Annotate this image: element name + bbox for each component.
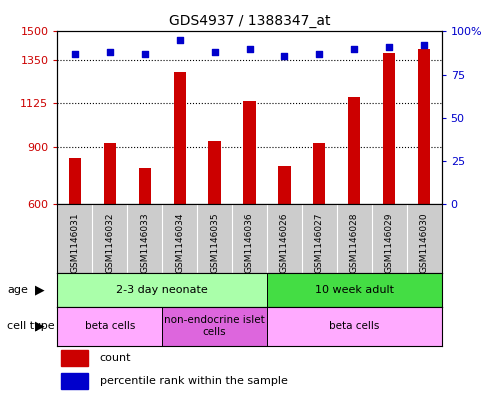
Text: GSM1146030: GSM1146030 xyxy=(420,213,429,273)
Point xyxy=(280,53,288,59)
Text: GSM1146034: GSM1146034 xyxy=(175,213,184,273)
Text: GSM1146035: GSM1146035 xyxy=(210,213,219,273)
Text: GSM1146036: GSM1146036 xyxy=(245,213,254,273)
Text: GSM1146031: GSM1146031 xyxy=(70,213,79,273)
Point xyxy=(71,51,79,57)
Text: non-endocrine islet
cells: non-endocrine islet cells xyxy=(164,316,265,337)
Text: 2-3 day neonate: 2-3 day neonate xyxy=(116,285,208,295)
Bar xyxy=(313,143,325,204)
Point xyxy=(246,46,253,52)
Bar xyxy=(383,53,395,204)
Point xyxy=(385,44,393,50)
Point xyxy=(176,37,184,43)
Point xyxy=(350,46,358,52)
Text: GSM1146033: GSM1146033 xyxy=(140,213,149,273)
Text: beta cells: beta cells xyxy=(85,321,135,331)
Bar xyxy=(209,141,221,204)
Bar xyxy=(244,101,255,204)
Bar xyxy=(267,307,442,346)
Text: GSM1146032: GSM1146032 xyxy=(105,213,114,273)
Text: GSM1146029: GSM1146029 xyxy=(385,213,394,273)
Bar xyxy=(267,273,442,307)
Point xyxy=(315,51,323,57)
Bar xyxy=(278,166,290,204)
Text: cell type: cell type xyxy=(7,321,55,331)
Text: GSM1146027: GSM1146027 xyxy=(315,213,324,273)
Point xyxy=(420,42,428,48)
Text: count: count xyxy=(100,353,131,364)
Bar xyxy=(61,351,88,366)
Bar xyxy=(139,168,151,204)
Text: GSM1146028: GSM1146028 xyxy=(350,213,359,273)
Point xyxy=(141,51,149,57)
Text: beta cells: beta cells xyxy=(329,321,379,331)
Title: GDS4937 / 1388347_at: GDS4937 / 1388347_at xyxy=(169,14,330,28)
Text: ▶: ▶ xyxy=(35,320,45,333)
Bar xyxy=(69,158,81,204)
Text: age: age xyxy=(7,285,28,295)
Text: ▶: ▶ xyxy=(35,283,45,296)
Bar xyxy=(61,373,88,389)
Point xyxy=(211,49,219,55)
Bar xyxy=(57,307,162,346)
Bar xyxy=(162,307,267,346)
Bar xyxy=(104,143,116,204)
Text: percentile rank within the sample: percentile rank within the sample xyxy=(100,376,287,386)
Bar xyxy=(57,273,267,307)
Text: GSM1146026: GSM1146026 xyxy=(280,213,289,273)
Bar xyxy=(348,97,360,204)
Point xyxy=(106,49,114,55)
Text: 10 week adult: 10 week adult xyxy=(315,285,394,295)
Bar xyxy=(418,49,430,204)
Bar xyxy=(174,72,186,204)
